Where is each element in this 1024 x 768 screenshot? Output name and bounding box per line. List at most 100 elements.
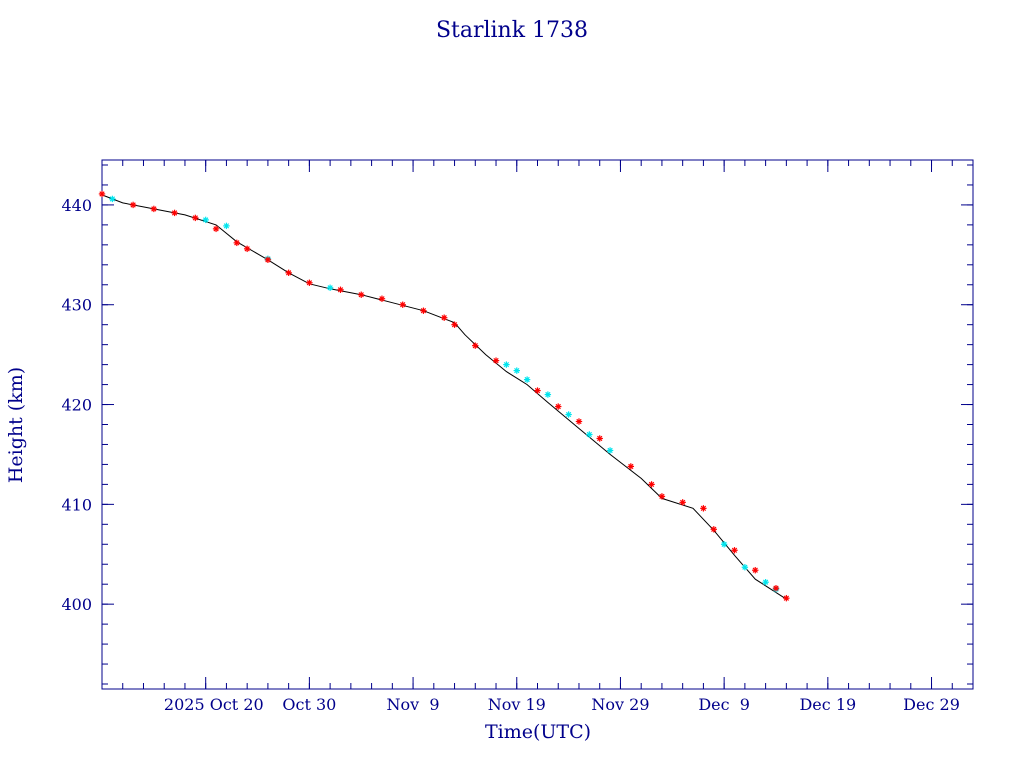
x-tick-label: Oct 30	[282, 695, 336, 714]
data-point-stroke	[700, 505, 707, 512]
y-axis-label: Height (km)	[5, 367, 27, 483]
data-point-stroke	[244, 246, 250, 252]
data-point	[358, 291, 365, 298]
y-tick-label: 420	[61, 396, 92, 415]
x-axis-ticks	[101, 160, 974, 689]
data-point	[731, 547, 738, 554]
data-point	[306, 279, 313, 286]
data-point-stroke	[441, 315, 447, 321]
data-point	[420, 307, 427, 314]
data-point-stroke	[545, 391, 551, 398]
data-point-stroke	[493, 357, 499, 364]
data-point-stroke	[534, 387, 541, 394]
data-point-stroke	[213, 226, 219, 232]
data-point	[440, 314, 448, 321]
data-point-stroke	[472, 342, 478, 349]
data-point-stroke	[99, 191, 105, 197]
data-point	[399, 301, 406, 308]
data-point	[285, 269, 292, 276]
x-axis-tick-labels: 2025 Oct 20 Oct 30 Nov 9 Nov 19 Nov 29 Dec 9 D…	[164, 695, 960, 714]
x-tick-label: Dec 19	[799, 695, 856, 714]
y-axis-tick-labels: 400 410 420 430 440	[61, 196, 92, 614]
data-point-stroke	[337, 287, 344, 293]
data-point	[648, 481, 655, 488]
data-point	[575, 418, 583, 425]
data-point	[596, 435, 603, 442]
data-point	[192, 214, 199, 222]
data-point-stroke	[223, 223, 230, 229]
data-point	[741, 564, 749, 571]
data-point	[492, 357, 500, 364]
x-tick-label: Nov 29	[591, 695, 649, 714]
data-point-stroke	[451, 322, 458, 328]
data-point	[503, 361, 510, 368]
data-point-stroke	[514, 367, 520, 374]
data-point	[171, 209, 178, 217]
data-point-stroke	[171, 210, 178, 216]
data-point-stroke	[597, 435, 603, 442]
data-point	[513, 367, 520, 374]
data-point-stroke	[306, 280, 313, 286]
data-point-stroke	[400, 302, 406, 308]
data-point	[783, 594, 790, 602]
data-point	[679, 499, 686, 506]
data-point-stroke	[285, 270, 292, 276]
data-point	[109, 195, 116, 203]
data-point-stroke	[109, 196, 116, 202]
x-tick-label: Nov 9	[387, 695, 440, 714]
marker-series-2	[98, 190, 790, 602]
x-axis-label: Time(UTC)	[485, 721, 591, 743]
data-point-stroke	[524, 376, 530, 383]
data-point-stroke	[234, 240, 240, 246]
data-point	[472, 342, 479, 349]
data-point	[243, 245, 251, 253]
data-point	[451, 321, 458, 328]
trajectory-line	[101, 194, 787, 600]
x-tick-label: Dec 9	[698, 695, 750, 714]
y-tick-label: 400	[61, 595, 92, 614]
data-point	[264, 256, 272, 264]
data-point-stroke	[151, 206, 157, 212]
data-point	[212, 225, 220, 233]
data-point-stroke	[742, 564, 748, 570]
data-point-stroke	[711, 526, 717, 532]
data-point	[555, 403, 562, 410]
plot-frame	[101, 159, 974, 690]
data-point-stroke	[420, 308, 427, 314]
data-point-stroke	[379, 296, 385, 302]
series-layer	[98, 190, 790, 602]
data-point-stroke	[731, 547, 738, 553]
data-point	[326, 284, 334, 291]
data-point-stroke	[752, 567, 758, 573]
data-point	[337, 286, 344, 293]
x-tick-label: Dec 29	[903, 695, 960, 714]
x-tick-label: Nov 19	[488, 695, 546, 714]
data-point	[762, 579, 769, 586]
x-tick-label: 2025 Oct 20	[164, 695, 264, 714]
data-point-stroke	[586, 431, 593, 438]
data-point-stroke	[659, 493, 665, 500]
data-point-stroke	[565, 411, 572, 418]
data-point	[772, 584, 780, 592]
data-point-stroke	[192, 215, 198, 221]
data-point	[658, 493, 666, 500]
data-point-stroke	[607, 447, 613, 454]
data-point-stroke	[358, 292, 364, 298]
data-point	[98, 190, 106, 198]
data-point-stroke	[503, 361, 510, 368]
data-point	[700, 505, 707, 512]
data-point-stroke	[203, 217, 209, 223]
data-point	[586, 431, 593, 438]
chart-title: Starlink 1738	[436, 18, 588, 43]
data-point-stroke	[721, 541, 727, 547]
data-point	[565, 411, 572, 418]
data-point-stroke	[773, 585, 779, 591]
data-point-stroke	[628, 463, 634, 470]
data-point	[150, 205, 158, 213]
data-point	[710, 526, 717, 533]
data-point	[129, 201, 137, 209]
y-tick-label: 430	[61, 296, 92, 315]
data-point-stroke	[576, 418, 582, 425]
marker-series-1	[109, 195, 780, 593]
